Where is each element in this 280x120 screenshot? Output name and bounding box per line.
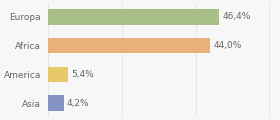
Bar xyxy=(48,9,219,24)
Text: 44,0%: 44,0% xyxy=(213,41,242,50)
Text: 46,4%: 46,4% xyxy=(222,12,251,21)
Bar xyxy=(48,38,210,54)
Bar xyxy=(48,66,68,82)
Text: 5,4%: 5,4% xyxy=(71,70,94,79)
Bar xyxy=(48,96,64,111)
Text: 4,2%: 4,2% xyxy=(67,99,90,108)
